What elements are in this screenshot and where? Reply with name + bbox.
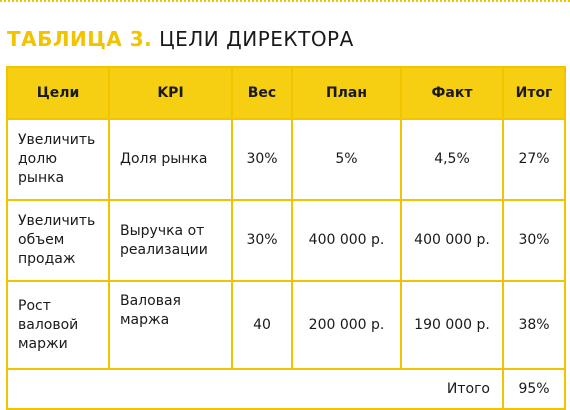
cell-weight: 40 bbox=[231, 280, 293, 370]
header-goals: Цели bbox=[6, 66, 110, 120]
total-row: Итого 95% bbox=[6, 368, 566, 410]
total-label: Итого bbox=[401, 368, 504, 410]
cell-weight: 30% bbox=[231, 118, 293, 201]
cell-weight: 30% bbox=[231, 199, 293, 282]
total-spacer bbox=[6, 368, 401, 410]
cell-result: 27% bbox=[502, 118, 566, 201]
cell-goal: Рост валовой маржи bbox=[6, 280, 110, 370]
cell-kpi: Выручка от реализации bbox=[108, 199, 233, 282]
cell-kpi: Доля рынка bbox=[108, 118, 233, 201]
table-row: Увеличить долю рынка Доля рынка 30% 5% 4… bbox=[6, 118, 566, 201]
cell-fact: 190 000 р. bbox=[400, 280, 504, 370]
cell-result: 38% bbox=[502, 280, 566, 370]
cell-goal: Увеличить объем продаж bbox=[6, 199, 110, 282]
header-kpi: KPI bbox=[108, 66, 233, 120]
cell-fact: 4,5% bbox=[400, 118, 504, 201]
goals-table: Цели KPI Вес План Факт Итог Увеличить до… bbox=[6, 66, 566, 410]
cell-fact: 400 000 р. bbox=[400, 199, 504, 282]
cell-kpi: Валовая маржа bbox=[108, 280, 233, 370]
table-title: ТАБЛИЦА 3. ЦЕЛИ ДИРЕКТОРА bbox=[7, 27, 354, 51]
top-dotted-rule bbox=[0, 0, 570, 2]
table-row: Увеличить объем продаж Выручка от реализ… bbox=[6, 199, 566, 282]
header-weight: Вес bbox=[231, 66, 293, 120]
header-row: Цели KPI Вес План Факт Итог bbox=[6, 66, 566, 120]
table-number: ТАБЛИЦА 3. bbox=[7, 27, 153, 51]
header-result: Итог bbox=[502, 66, 566, 120]
table-caption: ЦЕЛИ ДИРЕКТОРА bbox=[159, 27, 354, 51]
cell-plan: 5% bbox=[291, 118, 402, 201]
cell-plan: 400 000 р. bbox=[291, 199, 402, 282]
cell-result: 30% bbox=[502, 199, 566, 282]
total-value: 95% bbox=[502, 368, 566, 410]
cell-plan: 200 000 р. bbox=[291, 280, 402, 370]
cell-goal: Увеличить долю рынка bbox=[6, 118, 110, 201]
header-fact: Факт bbox=[400, 66, 504, 120]
table-row: Рост валовой маржи Валовая маржа 40 200 … bbox=[6, 280, 566, 370]
header-plan: План bbox=[291, 66, 402, 120]
